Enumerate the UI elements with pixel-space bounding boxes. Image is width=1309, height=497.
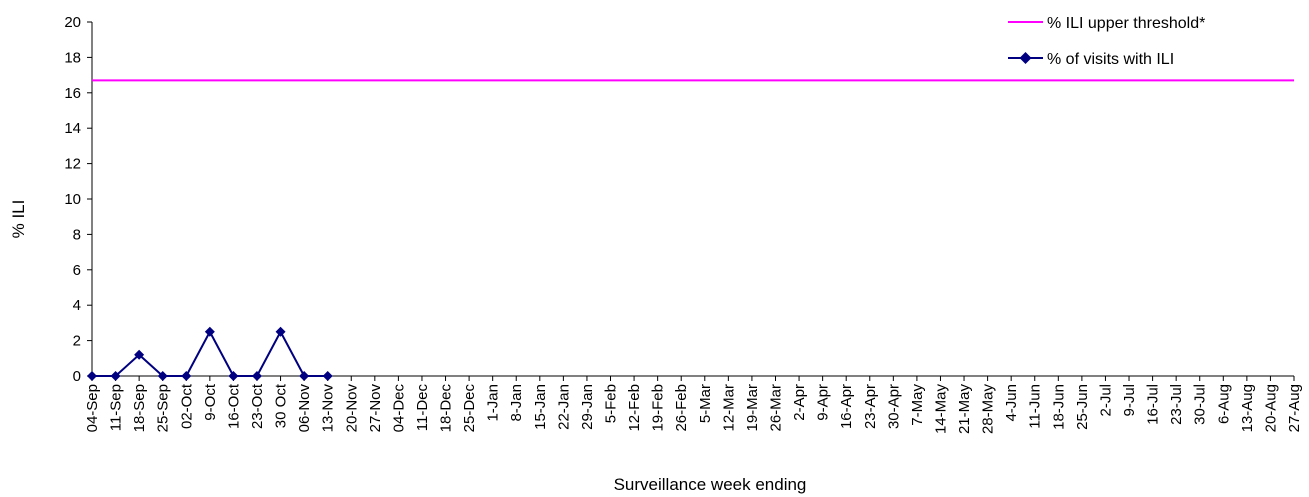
x-tick-label: 7-May: [909, 384, 926, 426]
data-point-marker: [322, 371, 333, 381]
x-tick-label: 14-May: [932, 384, 949, 435]
x-tick-label: 19-Feb: [650, 384, 667, 432]
x-tick-label: 25-Dec: [461, 384, 478, 433]
x-tick-label: 13-Nov: [320, 384, 337, 433]
x-tick-label: 2-Jul: [1097, 384, 1114, 417]
x-tick-label: 4-Jun: [1003, 384, 1020, 422]
x-tick-label: 26-Feb: [673, 384, 690, 432]
y-tick-label: 14: [64, 120, 81, 137]
x-tick-label: 6-Aug: [1215, 384, 1232, 424]
x-tick-label: 04-Dec: [390, 384, 407, 433]
y-tick-label: 16: [64, 85, 81, 102]
x-tick-label: 18-Dec: [438, 384, 455, 433]
y-tick-label: 12: [64, 156, 81, 173]
x-tick-label: 20-Aug: [1262, 384, 1279, 432]
data-point-marker: [110, 371, 121, 381]
x-tick-label: 11-Dec: [414, 384, 431, 432]
data-point-marker: [181, 371, 192, 381]
x-tick-label: 11-Sep: [108, 384, 125, 431]
x-tick-label: 30-Jul: [1192, 384, 1209, 425]
legend-threshold-label: % ILI upper threshold*: [1047, 15, 1205, 32]
x-tick-label: 28-May: [980, 384, 997, 435]
x-tick-label: 16-Oct: [225, 383, 242, 429]
x-tick-label: 26-Mar: [767, 384, 784, 432]
legend-visits-label: % of visits with ILI: [1047, 51, 1174, 68]
y-tick-label: 0: [73, 368, 81, 385]
data-point-marker: [204, 326, 215, 337]
y-tick-label: 18: [64, 49, 81, 66]
x-tick-label: 12-Feb: [626, 384, 643, 432]
x-tick-label: 23-Jul: [1168, 384, 1185, 425]
x-tick-label: 1-Jan: [485, 384, 502, 422]
x-tick-label: 25-Jun: [1074, 384, 1091, 430]
x-tick-label: 29-Jan: [579, 384, 596, 430]
data-point-marker: [251, 371, 262, 381]
x-tick-label: 9-Apr: [815, 384, 832, 421]
series-visits-line: [92, 329, 328, 377]
series-layer: [87, 79, 1294, 381]
x-tick-label: 11-Jun: [1027, 384, 1044, 429]
x-tick-label: 23-Apr: [862, 384, 879, 429]
data-point-marker: [275, 326, 286, 337]
x-tick-label: 18-Sep: [131, 384, 148, 432]
x-tick-label: 16-Apr: [838, 384, 855, 429]
x-tick-label: 22-Jan: [555, 384, 572, 430]
x-tick-label: 27-Aug: [1286, 384, 1303, 432]
x-tick-label: 16-Jul: [1145, 384, 1162, 425]
x-axis-ticks: 04-Sep 11-Sep 18-Sep 25-Sep 02-Oct 9-Oct 16-Oc…: [84, 376, 1303, 434]
data-point-marker: [157, 371, 168, 381]
y-tick-label: 6: [73, 262, 81, 279]
x-tick-label: 2-Apr: [791, 384, 808, 421]
legend-visits-marker: [1019, 52, 1032, 64]
data-point-marker: [87, 371, 97, 381]
x-tick-label: 9-Oct: [202, 383, 219, 421]
plot-area: [91, 22, 1294, 377]
y-axis-title: % ILI: [9, 200, 28, 239]
x-axis-title: Surveillance week ending: [614, 475, 807, 494]
x-tick-label: 27-Nov: [367, 384, 384, 433]
x-tick-label: 9-Jul: [1121, 384, 1138, 417]
x-tick-label: 13-Aug: [1239, 384, 1256, 432]
x-tick-label: 21-May: [956, 384, 973, 435]
x-tick-label: 12-Mar: [720, 384, 737, 432]
x-tick-label: 5-Mar: [697, 384, 714, 423]
x-tick-label: 04-Sep: [84, 384, 101, 432]
x-tick-label: 30 Oct: [273, 383, 290, 428]
x-tick-label: 23-Oct: [249, 383, 266, 429]
x-tick-label: 5-Feb: [603, 384, 620, 423]
y-tick-label: 10: [64, 191, 81, 208]
x-tick-label: 18-Jun: [1050, 384, 1067, 430]
x-tick-label: 19-Mar: [744, 384, 761, 432]
data-point-marker: [228, 371, 239, 381]
legend: % ILI upper threshold* % of visits with …: [1008, 15, 1205, 68]
x-tick-label: 15-Jan: [532, 384, 549, 430]
y-tick-label: 2: [73, 333, 81, 350]
y-tick-label: 20: [64, 14, 81, 31]
x-tick-label: 30-Apr: [885, 384, 902, 429]
y-tick-label: 4: [73, 297, 81, 314]
data-point-marker: [299, 371, 310, 381]
x-tick-label: 25-Sep: [155, 384, 172, 432]
x-tick-label: 20-Nov: [343, 384, 360, 433]
y-axis-ticks: 0 2 4 6 8 10 12 14 16 18 20: [64, 14, 92, 385]
y-tick-label: 8: [73, 226, 81, 243]
data-point-marker: [134, 349, 145, 360]
x-tick-label: 02-Oct: [178, 383, 195, 429]
x-tick-label: 06-Nov: [296, 384, 313, 433]
x-tick-label: 8-Jan: [508, 384, 525, 422]
